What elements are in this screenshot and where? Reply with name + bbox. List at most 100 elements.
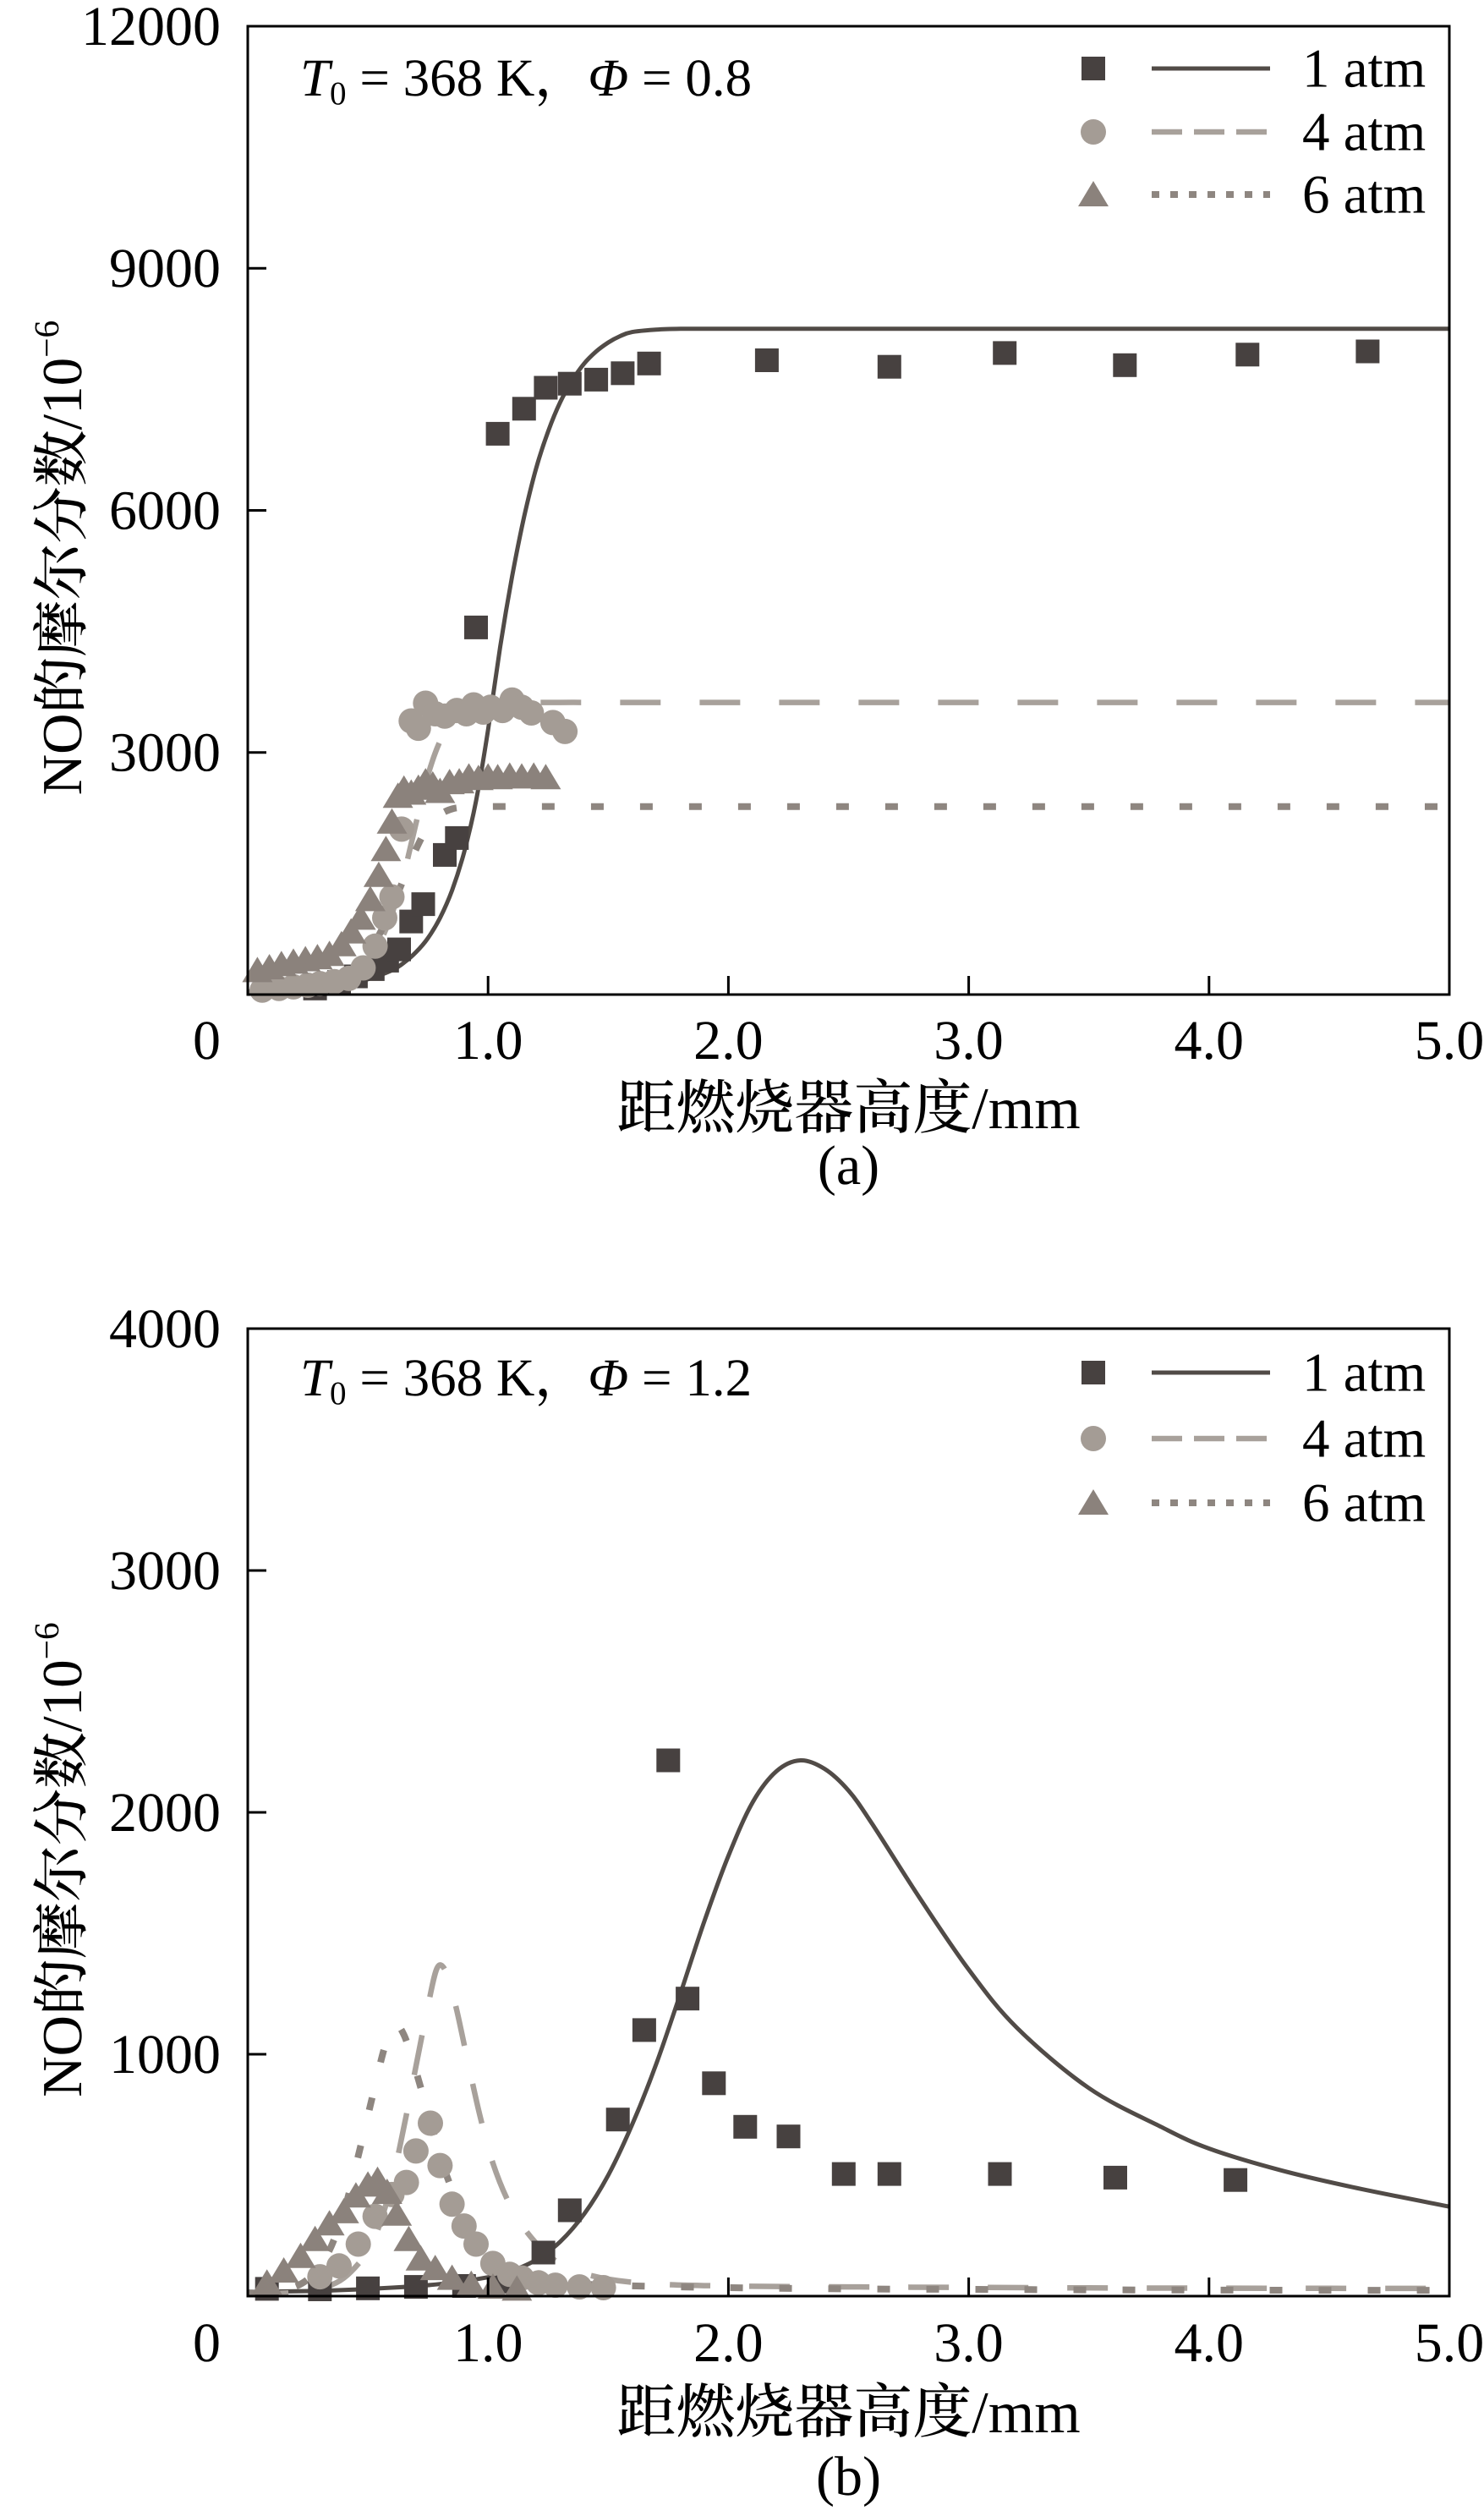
circle-marker bbox=[393, 2169, 419, 2195]
panel-label: (a) bbox=[818, 1135, 879, 1197]
legend-label-text: 6 atm bbox=[1302, 1473, 1426, 1534]
panel-label-text: (b) bbox=[816, 2446, 881, 2508]
legend-label-text: 4 atm bbox=[1302, 101, 1426, 162]
square-marker bbox=[557, 2198, 582, 2223]
circle-marker bbox=[350, 955, 376, 981]
y-tick-label-text: 3000 bbox=[109, 722, 221, 784]
triangle-legend-marker bbox=[1078, 1489, 1109, 1515]
square-marker bbox=[637, 351, 661, 375]
circle-marker bbox=[552, 718, 578, 744]
legend-entry-6-atm: 6 atm bbox=[1078, 1473, 1426, 1534]
x-axis-title-text: /mm bbox=[972, 2381, 1080, 2446]
square-marker bbox=[557, 371, 582, 396]
circle-marker bbox=[590, 2275, 616, 2300]
triangle-marker bbox=[371, 2179, 402, 2204]
y-axis-title-text: −6 bbox=[27, 1622, 66, 1659]
circle-marker bbox=[542, 2272, 568, 2299]
y-tick-label-text: 6000 bbox=[109, 480, 221, 541]
x-tick-label-text: 1.0 bbox=[453, 2312, 523, 2374]
x-tick-label: 5.0 bbox=[1415, 1010, 1484, 1072]
triangle-marker bbox=[354, 885, 386, 912]
circle-marker bbox=[567, 2274, 593, 2300]
circle-marker bbox=[379, 884, 405, 910]
x-tick-label: 3.0 bbox=[934, 2312, 1004, 2374]
condition-annotation-text: = 368 K bbox=[347, 1348, 535, 1407]
square-marker bbox=[1113, 353, 1137, 377]
circle-marker bbox=[362, 2203, 388, 2229]
x-tick-label: 1.0 bbox=[453, 2312, 523, 2374]
y-tick-label: 4000 bbox=[109, 1298, 221, 1360]
square-marker bbox=[993, 341, 1017, 365]
triangle-marker bbox=[530, 764, 561, 790]
scatter-6-atm-experiment bbox=[251, 2166, 533, 2301]
origin-tick-label-text: 0 bbox=[193, 1010, 221, 1072]
panel-label: (b) bbox=[816, 2446, 881, 2508]
square-marker bbox=[988, 2162, 1012, 2186]
triangle-marker bbox=[456, 2270, 487, 2296]
circle-marker bbox=[307, 2264, 333, 2290]
y-axis-title: NO/10−6 bbox=[27, 321, 94, 796]
circle-marker bbox=[439, 2191, 465, 2217]
circle-marker bbox=[451, 2213, 477, 2239]
square-marker bbox=[584, 367, 609, 392]
square-marker bbox=[1224, 2168, 1248, 2192]
triangle-marker bbox=[345, 904, 376, 930]
legend-entry-4-atm: 4 atm bbox=[1081, 101, 1426, 162]
triangle-marker bbox=[328, 2197, 359, 2223]
legend-label: 1 atm bbox=[1302, 39, 1426, 100]
legend-label: 4 atm bbox=[1302, 1409, 1426, 1470]
legend-label: 6 atm bbox=[1302, 164, 1426, 225]
condition-annotation-text: = 368 K bbox=[347, 48, 535, 107]
triangle-legend-marker bbox=[1078, 181, 1109, 206]
x-tick-label-text: 3.0 bbox=[934, 2312, 1004, 2374]
triangle-marker bbox=[477, 2273, 508, 2299]
square-marker bbox=[702, 2071, 726, 2096]
square-legend-marker bbox=[1082, 57, 1105, 80]
square-legend-marker bbox=[1082, 1361, 1105, 1384]
y-tick-label-text: 1000 bbox=[109, 2024, 221, 2086]
y-axis-title: NO/10−6 bbox=[27, 1622, 94, 2097]
circle-marker bbox=[326, 2253, 352, 2279]
square-marker bbox=[1103, 2165, 1127, 2190]
condition-annotation-text: Φ bbox=[588, 48, 628, 107]
series-layer bbox=[247, 1748, 1450, 2301]
legend-entry-1-atm: 1 atm bbox=[1082, 39, 1426, 100]
condition-annotation-text: T bbox=[300, 48, 333, 107]
square-marker bbox=[1355, 339, 1380, 364]
triangle-marker bbox=[376, 808, 408, 834]
square-marker bbox=[733, 2114, 758, 2139]
legend-label-text: 4 atm bbox=[1302, 1409, 1426, 1470]
y-tick-label: 9000 bbox=[109, 238, 221, 299]
y-tick-label-text: 9000 bbox=[109, 238, 221, 299]
triangle-marker bbox=[363, 861, 394, 887]
square-marker bbox=[877, 2162, 901, 2186]
square-marker bbox=[611, 361, 635, 386]
y-tick-label: 1000 bbox=[109, 2024, 221, 2086]
y-axis-title-text: /10 bbox=[31, 358, 94, 430]
x-tick-label-text: 1.0 bbox=[453, 1010, 523, 1072]
x-tick-label-text: 5.0 bbox=[1415, 2312, 1484, 2374]
circle-marker bbox=[372, 905, 397, 931]
square-marker bbox=[776, 2124, 801, 2149]
condition-annotation-text: = 1.2 bbox=[628, 1348, 752, 1407]
triangle-marker bbox=[436, 2264, 468, 2290]
y-axis-title-text: NO bbox=[31, 2015, 94, 2097]
square-marker bbox=[754, 348, 779, 372]
square-marker bbox=[877, 354, 901, 379]
triangle-marker bbox=[336, 918, 367, 944]
x-axis-title: /mm bbox=[618, 2381, 1081, 2446]
scatter-4-atm-experiment bbox=[307, 2110, 616, 2300]
triangle-marker bbox=[268, 2257, 299, 2283]
legend-label: 1 atm bbox=[1302, 1343, 1426, 1404]
circle-legend-marker bbox=[1081, 1426, 1106, 1451]
legend-label-text: 1 atm bbox=[1302, 39, 1426, 100]
square-marker bbox=[632, 2018, 656, 2042]
legend-entry-1-atm: 1 atm bbox=[1082, 1343, 1426, 1404]
circle-marker bbox=[418, 2110, 443, 2136]
circle-marker bbox=[345, 2231, 371, 2257]
